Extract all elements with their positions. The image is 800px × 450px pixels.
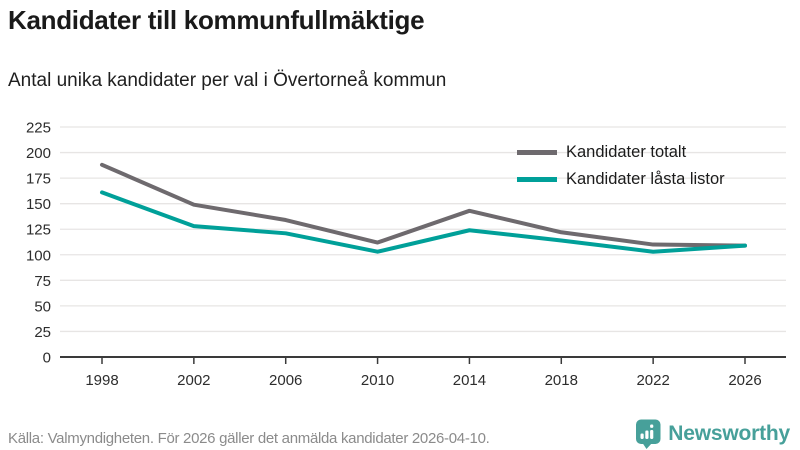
legend-item-totalt: Kandidater totalt (517, 142, 725, 162)
legend-label-lasta-listor: Kandidater låsta listor (566, 169, 725, 188)
source-note: Källa: Valmyndigheten. För 2026 gäller d… (8, 429, 490, 447)
y-tick-label: 100 (26, 247, 51, 264)
y-tick-label: 150 (26, 196, 51, 213)
y-tick-label: 50 (34, 298, 51, 315)
y-tick-label: 125 (26, 222, 51, 239)
x-tick-label: 2006 (269, 372, 302, 389)
chart-title: Kandidater till kommunfullmäktige (8, 5, 425, 35)
newsworthy-logo: Newsworthy (635, 419, 790, 449)
chart-subtitle: Antal unika kandidater per val i Övertor… (8, 70, 447, 91)
x-tick-label: 2018 (545, 372, 578, 389)
chart-canvas: 0 25 50 75 100 125 150 175 200 225 1998 2002 2006 201… (26, 120, 786, 389)
chart-legend: Kandidater totalt Kandidater låsta listo… (517, 142, 725, 196)
newsworthy-bubble-chart-icon (635, 419, 661, 449)
x-tick-label: 2022 (636, 372, 669, 389)
line-chart: 0 25 50 75 100 125 150 175 200 225 1998 2002 2006 201… (0, 100, 800, 410)
legend-swatch-lasta-listor-icon (517, 176, 557, 182)
legend-item-lasta-listor: Kandidater låsta listor (517, 169, 725, 189)
y-tick-label: 75 (34, 273, 51, 290)
y-tick-label: 0 (43, 350, 51, 367)
y-tick-label: 200 (26, 145, 51, 162)
legend-label-totalt: Kandidater totalt (566, 142, 687, 161)
x-tick-label: 2026 (728, 372, 761, 389)
y-tick-label: 175 (26, 171, 51, 188)
x-tick-label: 1998 (85, 372, 118, 389)
x-tick-label: 2002 (177, 372, 210, 389)
x-tick-label: 2014 (453, 372, 486, 389)
brand-name: Newsworthy (668, 422, 790, 445)
y-tick-label: 25 (34, 324, 51, 341)
series-line-1 (100, 190, 747, 254)
x-tick-label: 2010 (361, 372, 394, 389)
series-line-0 (100, 162, 747, 248)
chart-footer: Källa: Valmyndigheten. För 2026 gäller d… (8, 418, 790, 450)
y-tick-label: 225 (26, 120, 51, 137)
legend-swatch-totalt-icon (517, 149, 557, 155)
